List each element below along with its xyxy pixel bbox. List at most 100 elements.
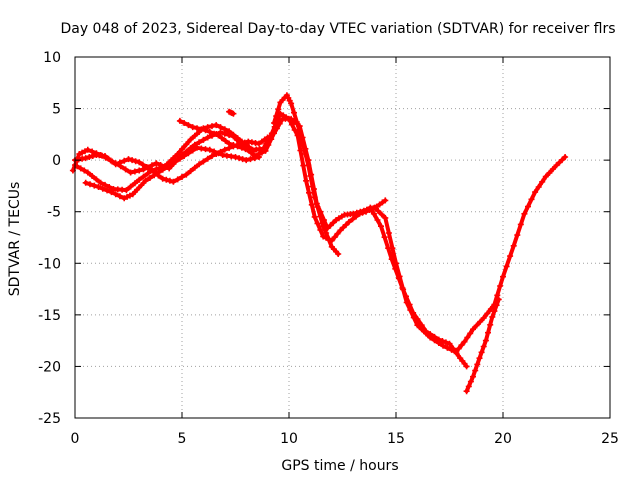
data-point (122, 166, 129, 173)
data-point (159, 175, 166, 182)
data-point (467, 330, 474, 337)
data-point (185, 150, 192, 157)
series-track-9 (226, 108, 237, 117)
data-point (352, 211, 359, 218)
series-track-2 (74, 110, 470, 370)
data-point (474, 361, 481, 368)
data-point (260, 145, 267, 152)
data-point (366, 207, 373, 213)
series-line (464, 297, 501, 394)
data-point (314, 203, 321, 210)
y-tick-label: -20 (38, 359, 61, 375)
data-point (406, 301, 413, 308)
data-point (221, 146, 228, 153)
data-series (69, 92, 569, 395)
data-point (293, 119, 300, 125)
data-point (286, 115, 292, 122)
data-point (234, 135, 241, 142)
data-point (431, 333, 438, 340)
data-point (109, 158, 116, 165)
data-point (291, 109, 297, 116)
data-point (497, 283, 504, 289)
y-tick-label: -10 (38, 256, 61, 272)
data-point (476, 355, 483, 362)
data-point (378, 223, 384, 230)
data-point (181, 153, 188, 159)
data-point (146, 166, 153, 173)
data-point (153, 166, 160, 173)
data-point (291, 126, 298, 133)
y-tick-label: 10 (43, 50, 61, 66)
data-point (470, 373, 476, 380)
data-point (453, 350, 460, 357)
data-point (213, 151, 220, 157)
x-tick-label: 25 (601, 431, 619, 447)
data-point (314, 220, 321, 227)
data-point (247, 156, 254, 163)
data-point (191, 164, 198, 171)
data-point (385, 230, 392, 236)
data-point (500, 273, 506, 280)
data-point (510, 242, 517, 249)
data-point (458, 342, 465, 349)
data-point (455, 345, 462, 352)
data-point (410, 309, 417, 316)
data-point (144, 170, 151, 177)
data-point (116, 193, 123, 200)
data-point (142, 177, 149, 184)
data-point (317, 213, 324, 220)
data-point (95, 184, 102, 190)
data-point (241, 139, 248, 146)
x-tick-label: 0 (71, 431, 80, 447)
data-point (442, 339, 449, 346)
y-tick-label: 5 (52, 102, 61, 118)
x-tick-label: 15 (387, 431, 405, 447)
data-point (549, 166, 556, 173)
data-point (494, 292, 501, 299)
grid (75, 57, 610, 418)
data-point (271, 120, 277, 126)
data-point (181, 120, 188, 126)
data-point (303, 177, 310, 184)
data-point (334, 230, 341, 237)
data-point (217, 124, 224, 131)
data-point (359, 209, 366, 216)
data-point (507, 253, 514, 260)
data-point (200, 136, 207, 143)
x-axis-title: GPS time / hours (281, 458, 398, 474)
data-point (179, 174, 185, 180)
data-point (194, 125, 200, 132)
series-track-3 (82, 144, 262, 202)
data-point (477, 318, 484, 325)
data-point (204, 155, 211, 162)
data-point (378, 211, 385, 218)
data-point (297, 147, 304, 154)
data-point (102, 153, 108, 159)
data-point (153, 160, 160, 167)
data-point (309, 183, 316, 190)
data-point (472, 367, 479, 374)
data-point (89, 173, 96, 179)
data-point (480, 343, 487, 350)
data-point (136, 167, 143, 174)
data-point (423, 328, 429, 335)
data-point (166, 177, 173, 184)
data-point (217, 148, 224, 155)
data-point (491, 308, 498, 315)
data-point (102, 181, 108, 188)
data-point (464, 334, 471, 341)
data-point (323, 230, 330, 236)
y-tick-labels: 10 5 0 -5 -10 -15 -20 -25 (38, 50, 61, 427)
data-point (132, 158, 139, 165)
data-point (112, 191, 119, 198)
data-point (230, 142, 237, 148)
data-point (246, 147, 253, 154)
data-point (179, 146, 185, 153)
data-point (480, 315, 487, 321)
data-point (236, 155, 243, 162)
data-point (187, 136, 194, 143)
data-point (382, 214, 389, 221)
data-point (129, 157, 136, 164)
x-tick-label: 10 (280, 431, 298, 447)
data-point (525, 203, 531, 210)
